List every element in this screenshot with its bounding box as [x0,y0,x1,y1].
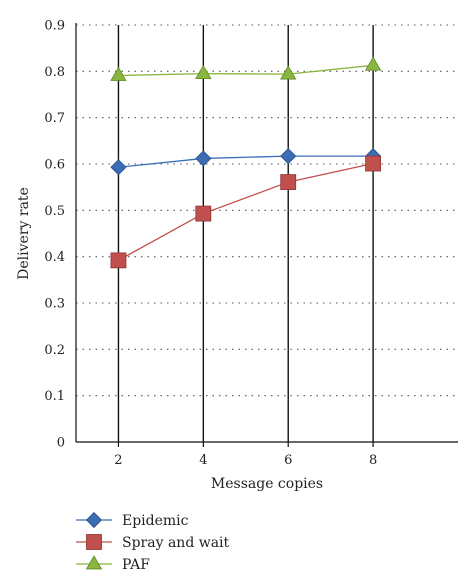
data-point-paf [364,56,382,71]
y-tick-label: 0 [57,436,65,451]
legend-label: Spray and wait [122,535,230,551]
legend-marker [86,534,102,550]
axes [75,23,458,443]
data-point-spray-and-wait [110,252,127,269]
x-tick-labels: 2 4 6 8 [114,442,377,468]
x-tick-label: 8 [369,453,377,468]
legend-item-spray-and-wait: Spray and wait [76,534,230,551]
legend: Epidemic Spray and wait PAF [76,511,230,573]
grid-lines [76,24,458,397]
data-point-epidemic [110,159,127,176]
legend-item-epidemic: Epidemic [76,511,189,529]
legend-item-paf: PAF [76,555,150,573]
y-tick-label: 0.7 [44,111,65,126]
series-line-spray-and-wait [118,162,374,261]
y-tick-label: 0.3 [44,297,65,312]
y-tick-label: 0.2 [44,343,65,358]
y-tick-label: 0.5 [44,204,65,219]
legend-label: Epidemic [122,513,189,529]
x-axis-label: Message copies [211,476,323,492]
y-tick-label: 0.8 [44,65,65,80]
x-tick-label: 6 [284,453,292,468]
series-group [110,56,382,269]
drop-lines [117,25,374,442]
y-tick-label: 0.6 [44,158,65,173]
legend-marker [85,511,103,529]
legend-label: PAF [122,557,150,573]
x-tick-label: 2 [114,453,122,468]
data-point-spray-and-wait [195,205,212,222]
data-point-epidemic [195,150,212,167]
data-point-spray-and-wait [280,174,297,190]
y-axis-label: Delivery rate [16,187,32,280]
data-point-paf [280,65,297,80]
data-point-epidemic [280,148,297,165]
data-point-paf [195,64,212,79]
series-line-paf [118,64,374,77]
data-point-paf [110,66,127,81]
x-tick-label: 4 [199,453,207,468]
series-line-epidemic [118,155,374,168]
data-point-spray-and-wait [365,155,382,172]
y-tick-label: 0.1 [44,389,65,404]
y-tick-label: 0.4 [44,250,65,265]
y-tick-labels: 0 0.1 0.2 0.3 0.4 0.5 0.6 0.7 0.8 0.9 [44,19,65,451]
y-tick-label: 0.9 [44,19,65,34]
legend-marker [85,555,103,570]
